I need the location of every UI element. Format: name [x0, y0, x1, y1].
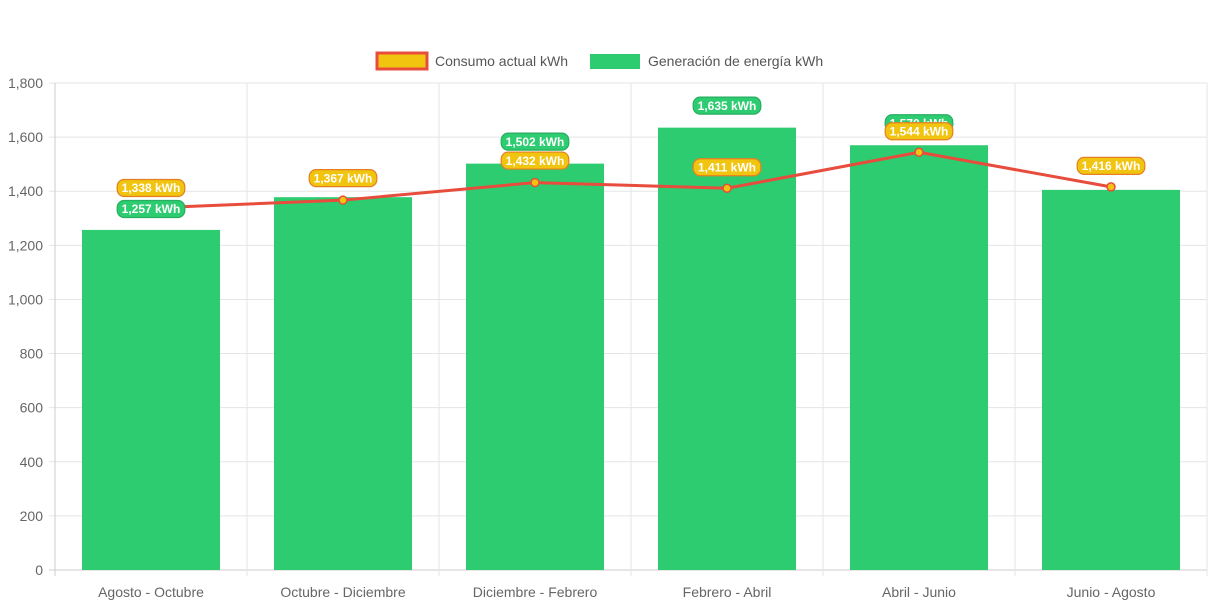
legend-swatch-consumo — [375, 51, 429, 71]
legend-label-consumo: Consumo actual kWh — [435, 53, 568, 69]
y-tick-label: 200 — [20, 508, 44, 524]
bar — [658, 127, 796, 571]
line-data-label-bg — [1076, 156, 1146, 175]
bar — [466, 163, 604, 570]
bar-data-label-group: 1,502 kWh — [500, 132, 570, 151]
line-data-label: 1,411 kWh — [698, 160, 756, 174]
line-data-label: 1,544 kWh — [890, 124, 949, 138]
legend-label-generacion: Generación de energía kWh — [648, 53, 823, 69]
line-data-label-bg — [116, 178, 186, 198]
line-data-label: 1,416 kWh — [1082, 159, 1141, 173]
y-tick-label: 0 — [35, 562, 43, 578]
x-tick-label: Diciembre - Febrero — [473, 584, 598, 600]
bar-data-label-group: 1,257 kWh — [116, 199, 186, 219]
y-tick-label: 1,800 — [8, 75, 43, 91]
line-data-label-group: 1,367 kWh — [308, 169, 378, 188]
x-tick-label: Agosto - Octubre — [98, 584, 204, 600]
line-data-label-bg — [884, 122, 954, 141]
y-tick-label: 800 — [20, 346, 44, 362]
y-tick-label: 1,600 — [8, 129, 43, 145]
bar-data-label-bg — [116, 199, 186, 219]
bar — [850, 145, 988, 570]
bar — [82, 229, 220, 570]
line-point — [530, 177, 540, 188]
line-data-label-group: 1,411 kWh — [692, 158, 762, 177]
line-point — [1106, 182, 1116, 192]
line-data-label: 1,338 kWh — [122, 181, 181, 195]
line-series — [150, 150, 1112, 210]
x-tick-label: Febrero - Abril — [683, 584, 772, 600]
bar-data-label: 1,257 kWh — [122, 202, 181, 216]
bar-data-label: 1,635 kWh — [698, 99, 757, 113]
y-tick-label: 1,200 — [8, 237, 43, 253]
line-point — [914, 147, 924, 158]
bar-data-label-bg — [500, 132, 570, 151]
line-data-label: 1,432 kWh — [506, 154, 565, 168]
line-data-label-bg — [308, 169, 378, 188]
bar-data-label-bg — [692, 96, 762, 115]
y-tick-label: 400 — [20, 454, 44, 470]
x-tick-label: Junio - Agosto — [1067, 584, 1156, 600]
line-data-label-group: 1,544 kWh — [884, 122, 954, 141]
line-point — [338, 195, 348, 205]
bar — [1042, 189, 1180, 570]
legend-swatch-generacion — [590, 54, 640, 69]
x-tick-label: Octubre - Diciembre — [280, 584, 405, 600]
bar-data-label: 1,502 kWh — [506, 135, 565, 149]
bar-data-label-group: 1,635 kWh — [692, 96, 762, 115]
line-data-label-group: 1,338 kWh — [116, 178, 186, 198]
line-data-label-bg — [500, 151, 570, 170]
x-tick-label: Abril - Junio — [882, 584, 956, 600]
y-tick-label: 1,000 — [8, 291, 43, 307]
bar — [274, 197, 412, 570]
line-data-label: 1,367 kWh — [314, 171, 373, 185]
y-tick-label: 600 — [20, 400, 44, 416]
y-tick-label: 1,400 — [8, 183, 43, 199]
line-data-label-bg — [692, 158, 762, 177]
line-point — [722, 183, 732, 193]
line-data-label-group: 1,416 kWh — [1076, 156, 1146, 175]
line-data-label-group: 1,432 kWh — [500, 151, 570, 170]
